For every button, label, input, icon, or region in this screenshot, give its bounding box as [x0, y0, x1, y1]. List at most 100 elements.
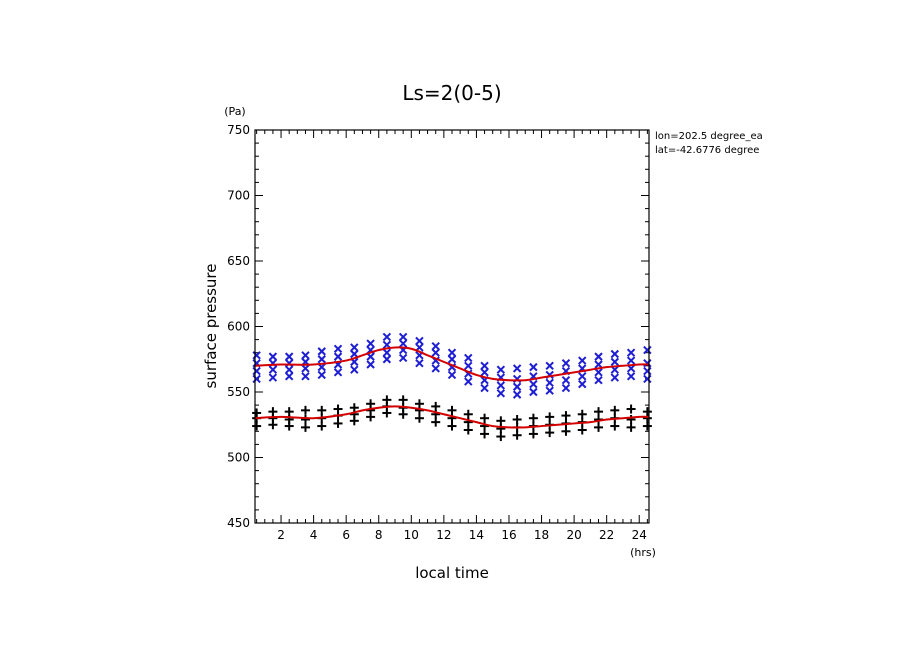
x-marker-stroke [398, 332, 408, 342]
x-marker-stroke [382, 348, 392, 357]
mean-line [254, 405, 650, 429]
y-tick-label: 750 [227, 123, 250, 137]
x-marker-stroke [561, 358, 571, 368]
annotation-lat: lat=-42.6776 degree [655, 145, 759, 156]
x-marker [594, 376, 603, 385]
x-marker-stroke [626, 348, 636, 357]
x-marker-stroke [431, 348, 440, 357]
x-marker-stroke [529, 362, 538, 372]
plus-marker [447, 405, 457, 415]
x-marker [415, 336, 424, 346]
x-marker-stroke [529, 387, 538, 397]
plus-marker [545, 412, 555, 422]
x-marker [382, 332, 392, 342]
x-marker-stroke [512, 390, 522, 399]
x-marker [447, 355, 457, 364]
x-marker-stroke [512, 364, 522, 373]
x-marker-stroke [626, 372, 636, 381]
plus-marker [480, 413, 490, 423]
x-marker-stroke [284, 358, 294, 368]
x-marker [398, 339, 408, 348]
y-tick-label: 650 [227, 254, 250, 268]
x-marker [317, 370, 326, 380]
x-tick-label: 20 [566, 528, 581, 542]
x-marker-stroke [382, 340, 392, 350]
x-marker [350, 365, 359, 374]
plus-marker [333, 418, 343, 428]
x-marker-stroke [496, 389, 506, 398]
plus-marker [463, 425, 473, 435]
x-marker [464, 377, 473, 386]
x-marker-stroke [578, 356, 587, 365]
x-tick-label: 16 [501, 528, 516, 542]
x-tick-label: 6 [342, 528, 350, 542]
plus-marker [545, 428, 555, 438]
x-marker-stroke [594, 360, 603, 369]
plus-marker [626, 404, 636, 414]
x-marker-stroke [268, 352, 278, 361]
x-marker [447, 370, 457, 380]
plus-marker [463, 409, 473, 419]
plus-marker [349, 403, 359, 413]
x-marker [561, 383, 571, 393]
x-marker-stroke [643, 345, 652, 355]
plus-marker [528, 429, 538, 439]
x-tick-label: 4 [310, 528, 318, 542]
x-marker [464, 361, 473, 371]
x-marker-stroke [561, 383, 571, 393]
x-marker-stroke [610, 373, 620, 382]
x-marker-stroke [464, 369, 473, 378]
plus-marker [496, 432, 506, 442]
plus-marker [577, 425, 587, 435]
x-marker [398, 353, 408, 363]
x-marker-stroke [252, 366, 261, 376]
plus-marker [268, 407, 278, 417]
x-marker-stroke [252, 358, 261, 368]
x-marker [268, 373, 278, 382]
plus-marker [382, 395, 392, 405]
x-marker-stroke [301, 372, 310, 381]
plus-marker [333, 404, 343, 414]
x-marker-stroke [447, 362, 457, 372]
plus-marker [414, 413, 424, 423]
plus-marker [496, 424, 506, 434]
x-marker [447, 348, 457, 357]
x-marker-stroke [431, 364, 440, 373]
plus-marker [300, 405, 310, 415]
plus-marker [561, 426, 571, 436]
x-tick-label: 18 [534, 528, 549, 542]
plus-marker [252, 421, 262, 431]
x-marker-stroke [268, 373, 278, 382]
x-marker-stroke [301, 364, 310, 373]
y-unit-label: (Pa) [224, 105, 245, 118]
plus-marker [447, 421, 457, 431]
x-marker-stroke [496, 365, 506, 374]
x-marker-stroke [610, 357, 620, 367]
x-marker-stroke [578, 372, 587, 381]
x-marker [284, 358, 294, 368]
x-marker [643, 358, 652, 368]
x-marker [594, 360, 603, 369]
x-marker-stroke [643, 366, 652, 376]
x-marker-stroke [561, 376, 571, 385]
x-marker-stroke [350, 365, 359, 374]
x-marker [317, 347, 326, 356]
x-marker-stroke [431, 356, 440, 365]
y-tick-label: 450 [227, 516, 250, 530]
x-marker-stroke [496, 381, 506, 390]
x-marker [496, 381, 506, 390]
x-marker [301, 351, 310, 360]
x-marker-stroke [366, 352, 375, 361]
annotation-lon: lon=202.5 degree_ea [655, 131, 763, 142]
x-marker-stroke [366, 339, 375, 348]
plus-marker [366, 399, 376, 409]
x-marker [350, 343, 359, 352]
x-marker-stroke [431, 341, 440, 351]
x-marker [626, 348, 636, 357]
x-marker-stroke [480, 368, 489, 377]
x-marker [643, 374, 652, 384]
x-marker-stroke [512, 382, 522, 391]
x-marker [610, 357, 620, 367]
